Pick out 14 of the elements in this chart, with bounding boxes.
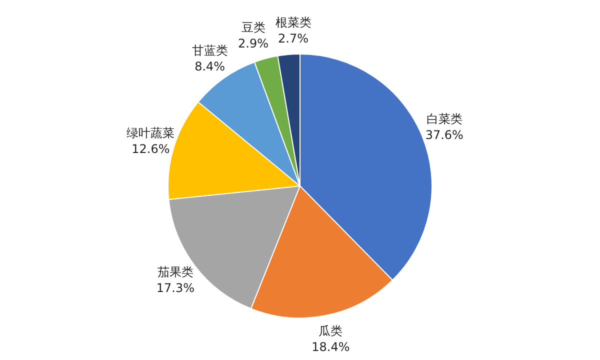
data-label: 8.4% (194, 60, 226, 74)
data-label: 12.6% (132, 142, 170, 156)
slice-label: 根菜类 (275, 16, 312, 30)
slice-label: 豆类 (241, 20, 266, 34)
data-label: 2.7% (278, 32, 309, 46)
slice-label: 白菜类 (426, 112, 462, 126)
slice-label: 绿叶蔬菜 (126, 126, 175, 140)
data-label: 37.6% (425, 128, 464, 142)
data-label: 18.4% (312, 340, 350, 354)
slice-label: 茄果类 (157, 264, 194, 279)
data-label: 2.9% (238, 36, 269, 50)
data-label: 17.3% (156, 280, 195, 295)
slice-label: 甘蓝类 (192, 44, 228, 58)
slice-label: 瓜类 (318, 324, 343, 338)
